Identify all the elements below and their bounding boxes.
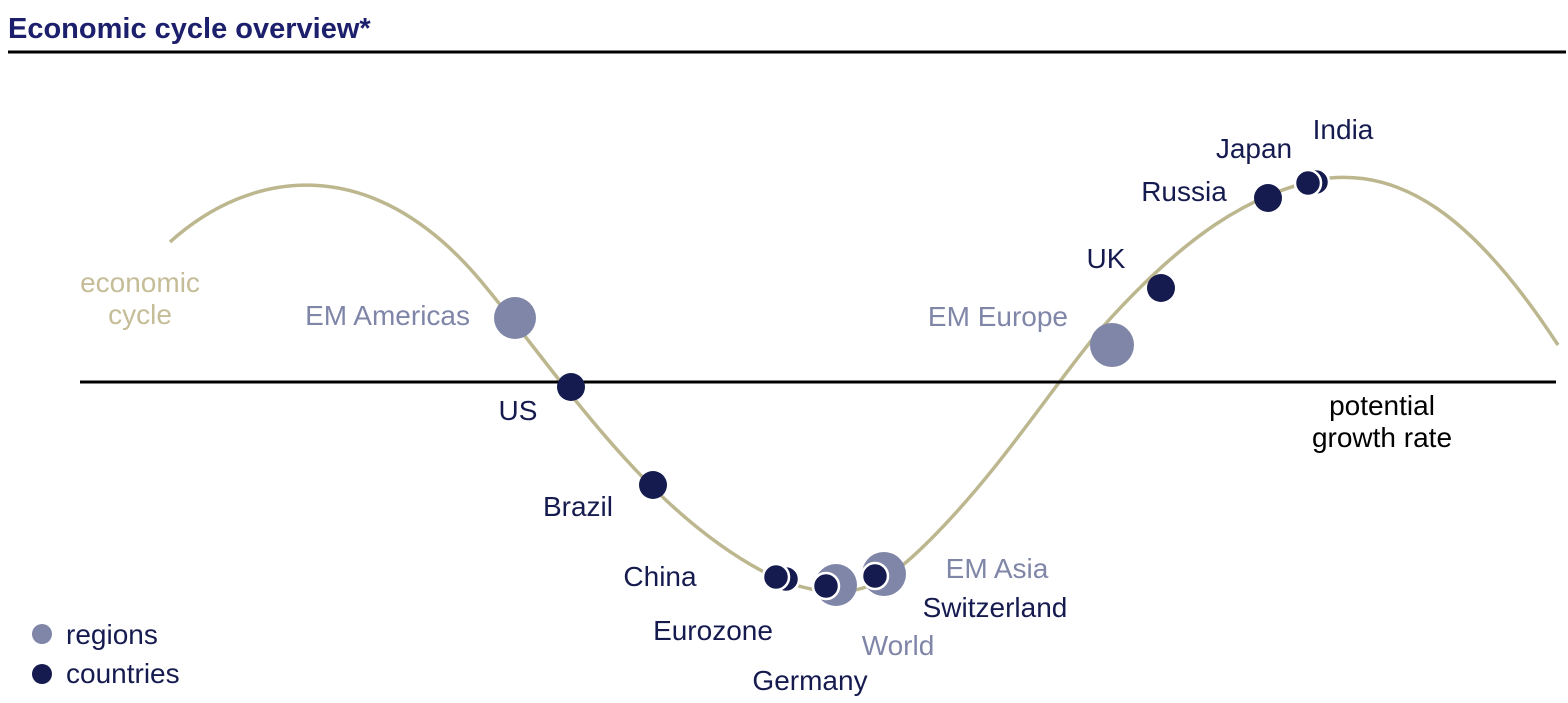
- label-world: World: [862, 630, 935, 661]
- economic-cycle-curve: [168, 175, 1560, 594]
- legend-countries-label: countries: [66, 658, 180, 689]
- label-india: India: [1313, 114, 1374, 145]
- marker-em-americas: [494, 297, 536, 339]
- baseline-label-line2: growth rate: [1312, 422, 1452, 453]
- marker-russia: [1254, 184, 1282, 212]
- label-us: US: [499, 395, 538, 426]
- label-germany: Germany: [752, 665, 867, 696]
- marker-eurozone: [761, 562, 791, 592]
- label-eurozone: Eurozone: [653, 615, 773, 646]
- label-em-asia: EM Asia: [946, 553, 1049, 584]
- label-em-europe: EM Europe: [928, 301, 1068, 332]
- legend-regions-label: regions: [66, 619, 158, 650]
- legend-countries-swatch: [32, 664, 52, 684]
- marker-uk: [1147, 274, 1175, 302]
- marker-switzerland: [860, 561, 890, 591]
- legend: regions countries: [32, 619, 180, 689]
- label-uk: UK: [1087, 243, 1126, 274]
- label-japan: Japan: [1216, 133, 1292, 164]
- label-china: China: [623, 561, 697, 592]
- diagram-title: Economic cycle overview*: [8, 13, 371, 45]
- marker-germany: [811, 571, 841, 601]
- label-russia: Russia: [1141, 176, 1227, 207]
- curve-label-line1: economic: [80, 267, 200, 298]
- marker-japan: [1293, 168, 1323, 198]
- legend-regions-swatch: [32, 624, 52, 644]
- marker-us: [557, 373, 585, 401]
- marker-em-europe: [1090, 323, 1134, 367]
- label-switzerland: Switzerland: [923, 592, 1068, 623]
- marker-brazil: [639, 471, 667, 499]
- baseline-label-line1: potential: [1329, 390, 1435, 421]
- curve-label-line2: cycle: [108, 299, 172, 330]
- label-brazil: Brazil: [543, 491, 613, 522]
- label-em-americas: EM Americas: [305, 300, 470, 331]
